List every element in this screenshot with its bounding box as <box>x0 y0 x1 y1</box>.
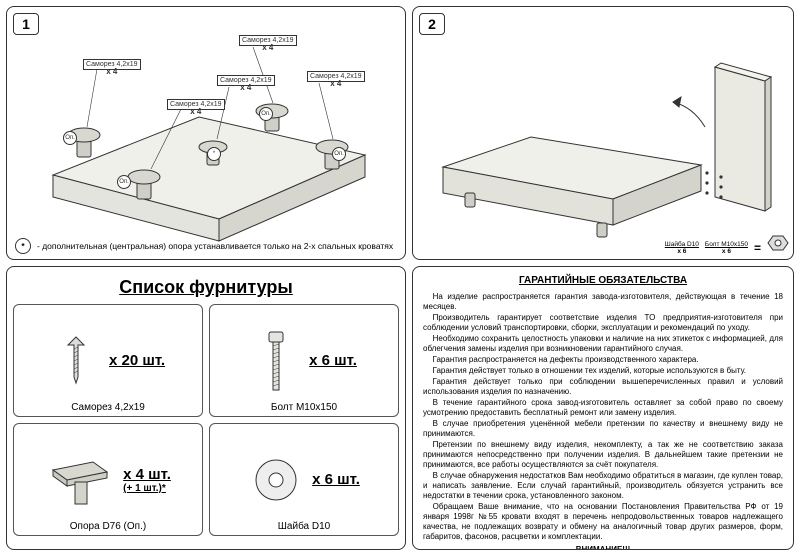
callout: Саморез 4,2x19x 4 <box>217 77 275 93</box>
warranty-panel: ГАРАНТИЙНЫЕ ОБЯЗАТЕЛЬСТВА На изделие рас… <box>412 266 794 550</box>
warranty-para: В течение гарантийного срока завод-изгот… <box>423 398 783 418</box>
hardware-cell: x 20 шт. Саморез 4,2x19 <box>13 304 203 417</box>
warranty-para: Гарантия действует только в отношении те… <box>423 366 783 376</box>
hw-strip-item <box>767 233 789 255</box>
hw-name: Опора D76 (Оп.) <box>14 521 202 532</box>
callout: Оп. <box>332 147 346 161</box>
warranty-para: На изделие распространяется гарантия зав… <box>423 292 783 312</box>
step-2-panel: 2 Шайба D10x 6Болт М10x150x 6= <box>412 6 794 260</box>
hw-name: Саморез 4,2x19 <box>14 402 202 413</box>
hw-qty: x 6 шт. <box>309 352 357 369</box>
hardware-cell: x 6 шт. Шайба D10 <box>209 423 399 536</box>
warranty-para: Гарантия действует только при соблюдении… <box>423 377 783 397</box>
warranty-para: В случае приобретения уценённой мебели п… <box>423 419 783 439</box>
step-1-footnote: * - дополнительная (центральная) опора у… <box>15 238 397 254</box>
hw-qty: x 20 шт. <box>109 352 165 369</box>
footnote-text: - дополнительная (центральная) опора уст… <box>37 241 393 251</box>
callout: Оп. <box>117 175 131 189</box>
warranty-para: Производитель гарантирует соответствие и… <box>423 313 783 333</box>
warranty-warn-title: ВНИМАНИЕ!!! <box>423 545 783 551</box>
callout: Саморез 4,2x19x 4 <box>239 37 297 53</box>
callout: Оп. <box>63 131 77 145</box>
warranty-para: Необходимо сохранить целостность упаковк… <box>423 334 783 354</box>
callout: Оп. <box>259 107 273 121</box>
step-1-panel: 1 <box>6 6 406 260</box>
hw-name: Болт М10x150 <box>210 402 398 413</box>
hardware-cell: x 4 шт.(+ 1 шт.)* Опора D76 (Оп.) <box>13 423 203 536</box>
warranty-para: Претензии по внешнему виду изделия, неко… <box>423 440 783 470</box>
hardware-title: Список фурнитуры <box>7 267 405 304</box>
hw-name: Шайба D10 <box>210 521 398 532</box>
callout: Саморез 4,2x19x 4 <box>83 61 141 77</box>
warranty-title: ГАРАНТИЙНЫЕ ОБЯЗАТЕЛЬСТВА <box>423 275 783 288</box>
hw-qty: x 4 шт.(+ 1 шт.)* <box>123 466 171 494</box>
hardware-cell: x 6 шт. Болт М10x150 <box>209 304 399 417</box>
warranty-para: Обращаем Ваше внимание, что на основании… <box>423 502 783 542</box>
step-2-diagram <box>413 7 793 259</box>
hw-strip-item: Болт М10x150x 6 <box>705 241 748 255</box>
warranty-para: В случае обнаружения недостатков Вам нео… <box>423 471 783 501</box>
callout: * <box>207 147 221 161</box>
hw-qty: x 6 шт. <box>312 471 360 488</box>
callout: Саморез 4,2x19x 4 <box>167 101 225 117</box>
hw-strip-item: Шайба D10x 6 <box>665 241 699 255</box>
asterisk-icon: * <box>15 238 31 254</box>
warranty-para: Гарантия распространяется на дефекты про… <box>423 355 783 365</box>
hw-strip-item: = <box>754 241 761 255</box>
callout: Саморез 4,2x19x 4 <box>307 73 365 89</box>
hardware-grid: x 20 шт. Саморез 4,2x19 x 6 шт. Болт М10x15… <box>7 304 405 542</box>
hardware-list-panel: Список фурнитуры x 20 шт.Саморез 4,2x19x… <box>6 266 406 550</box>
step-2-hw-strip: Шайба D10x 6 Болт М10x150x 6 = <box>665 233 789 255</box>
